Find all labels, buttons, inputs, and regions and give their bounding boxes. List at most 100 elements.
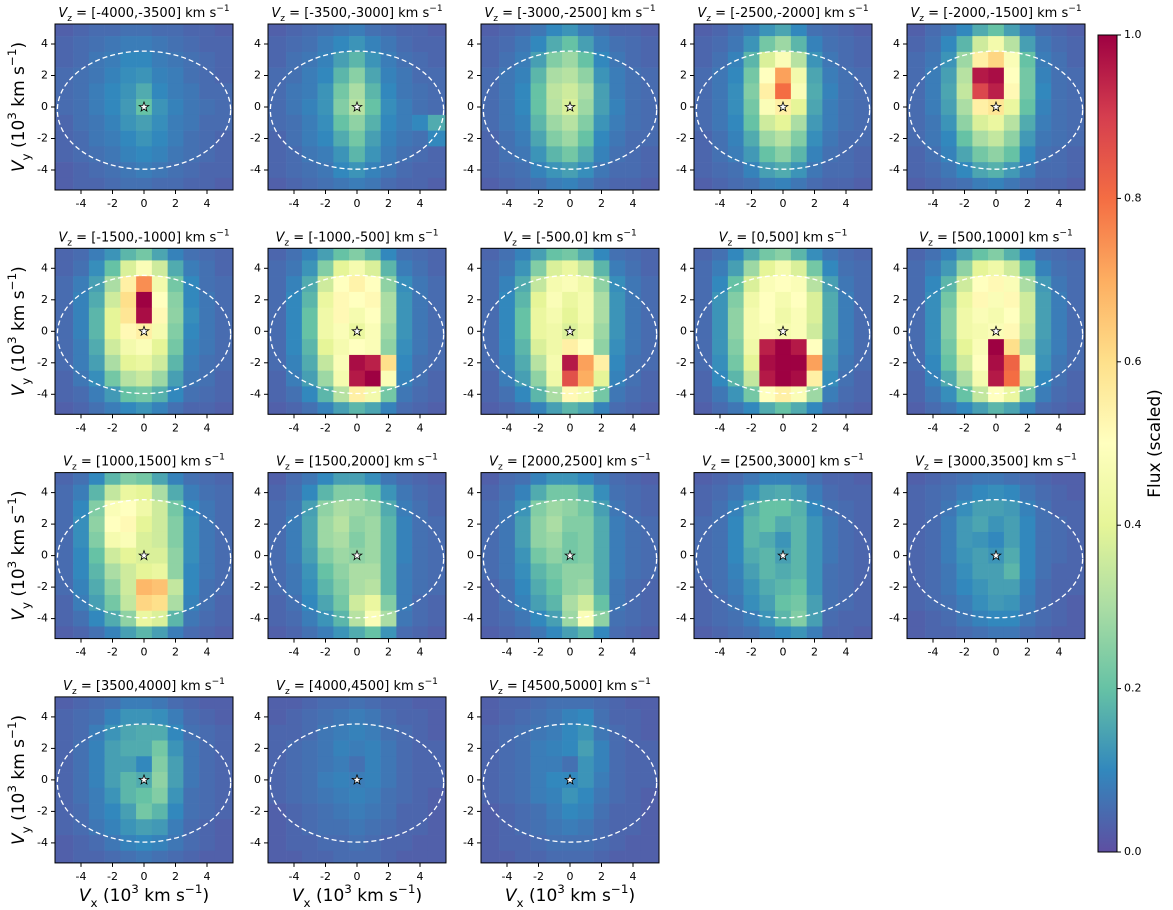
heat-cell xyxy=(1019,472,1036,486)
heat-cell xyxy=(712,626,729,639)
heat-cell xyxy=(499,307,516,324)
heat-cell xyxy=(412,291,429,308)
x-axis-label: Vx (103 km s−1) xyxy=(79,881,209,909)
heat-cell xyxy=(301,472,318,486)
heat-cell xyxy=(317,248,334,261)
heat-cell xyxy=(593,610,610,627)
heat-cell xyxy=(167,472,184,486)
heat-cell xyxy=(349,386,366,403)
heat-cell xyxy=(301,547,318,564)
x-axis-label: Vx (103 km s−1) xyxy=(505,881,635,909)
heat-cell xyxy=(759,402,776,415)
y-tick-label: 0 xyxy=(254,549,261,562)
heat-cell xyxy=(364,307,381,324)
heat-cell xyxy=(499,386,516,403)
heat-cell xyxy=(546,67,563,84)
x-tick-label: 4 xyxy=(1056,646,1063,659)
heat-cell xyxy=(104,626,121,639)
heat-cell xyxy=(727,354,744,371)
heat-cell xyxy=(268,696,287,710)
panel-title: Vz = [-1000,-500] km s−1 xyxy=(275,228,438,248)
heat-cell xyxy=(546,626,563,639)
heat-cell xyxy=(609,370,626,387)
heat-cell xyxy=(806,83,823,100)
x-tick-label: 0 xyxy=(141,197,148,210)
heat-cell xyxy=(167,803,184,820)
heat-cell xyxy=(1019,579,1036,596)
heat-cell xyxy=(88,386,105,403)
heat-cell xyxy=(481,626,500,639)
heat-cell xyxy=(727,260,744,277)
heat-cell xyxy=(380,51,397,68)
heat-cell xyxy=(499,177,516,191)
y-tick-label: 2 xyxy=(680,69,687,82)
heat-cell xyxy=(268,67,287,84)
heat-cell xyxy=(853,83,873,100)
heat-cell xyxy=(317,36,334,53)
heat-cell xyxy=(55,803,74,820)
heat-cell xyxy=(940,516,957,533)
heat-cell xyxy=(214,24,234,37)
heat-cell xyxy=(727,67,744,84)
heat-cell xyxy=(988,291,1005,308)
heat-cell xyxy=(907,339,926,356)
heat-cell xyxy=(481,594,500,612)
heat-cell xyxy=(775,146,792,163)
heat-cell xyxy=(214,67,234,84)
heat-cell xyxy=(349,531,366,549)
heat-cell xyxy=(380,67,397,84)
heat-cell xyxy=(1003,177,1020,191)
heat-cell xyxy=(940,114,957,131)
heat-cell xyxy=(499,36,516,53)
heat-cell xyxy=(104,516,121,533)
heat-cell xyxy=(55,819,74,836)
heat-cell xyxy=(640,323,660,340)
heat-cell xyxy=(268,146,287,163)
heat-cell xyxy=(349,610,366,627)
heat-cell xyxy=(625,24,642,37)
heat-cell xyxy=(364,83,381,100)
y-axis-label: Vy (103 km s−1) xyxy=(5,266,33,396)
heat-cell xyxy=(481,291,500,308)
heat-cell xyxy=(88,594,105,612)
x-tick-label: 2 xyxy=(172,421,179,434)
heat-cell xyxy=(499,626,516,639)
y-tick-label: -4 xyxy=(37,612,48,625)
heat-cell xyxy=(1035,370,1052,387)
heat-cell xyxy=(136,291,153,308)
heat-cell xyxy=(317,402,334,415)
heat-cell xyxy=(712,177,729,191)
y-tick-label: -4 xyxy=(37,836,48,849)
heat-cell xyxy=(593,724,610,741)
heat-cell xyxy=(1051,276,1068,293)
heat-cell xyxy=(712,339,729,356)
heat-cell xyxy=(625,402,642,415)
heat-cell xyxy=(925,472,942,486)
heat-cell xyxy=(88,696,105,710)
heat-cell xyxy=(972,626,989,639)
heat-cell xyxy=(1051,83,1068,100)
y-axis-label-part: y xyxy=(19,153,33,160)
heat-cell xyxy=(396,260,413,277)
heat-cell xyxy=(364,162,381,179)
heat-cell xyxy=(712,323,729,340)
heat-cell xyxy=(167,339,184,356)
heat-cell xyxy=(301,484,318,501)
heat-cell xyxy=(727,472,744,486)
panel-title-part: V xyxy=(489,678,499,693)
heat-cell xyxy=(183,248,200,261)
x-tick-label: 0 xyxy=(567,870,574,883)
heat-cell xyxy=(396,307,413,324)
heat-cell xyxy=(412,276,429,293)
heat-cell xyxy=(1019,260,1036,277)
heat-cell xyxy=(151,260,168,277)
heat-cell xyxy=(593,130,610,147)
heat-cell xyxy=(412,354,429,371)
heat-cell xyxy=(1019,594,1036,612)
heat-cell xyxy=(364,67,381,84)
panel-title-part: V xyxy=(58,230,68,245)
heat-cell xyxy=(790,162,807,179)
heat-cell xyxy=(694,531,713,549)
heat-cell xyxy=(546,787,563,804)
heat-cell xyxy=(853,547,873,564)
